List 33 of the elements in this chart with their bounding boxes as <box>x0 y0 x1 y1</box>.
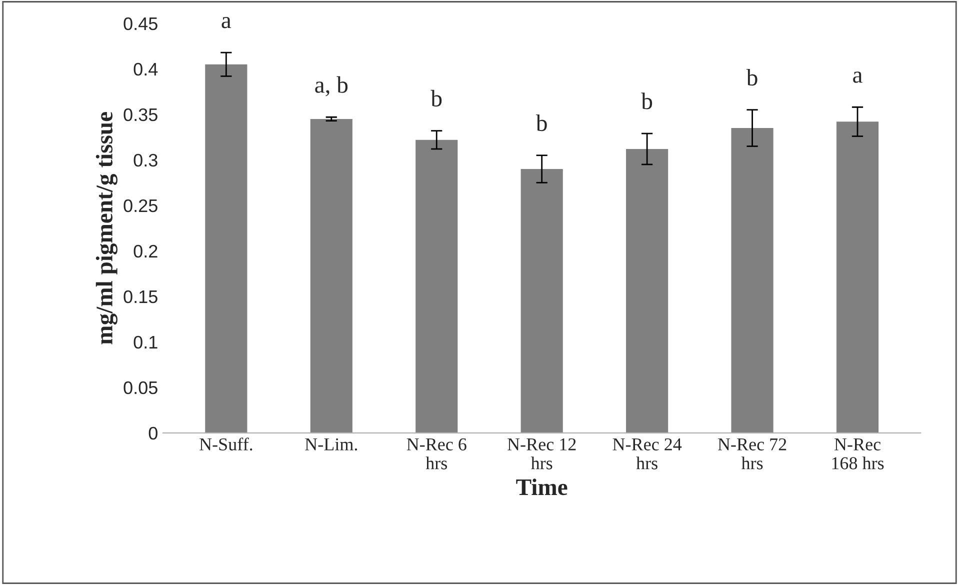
x-tick-label: N-Rec 12 hrs <box>508 438 576 470</box>
bar <box>416 140 458 433</box>
y-tick-label: 0.45 <box>124 17 158 30</box>
x-tick-label: N-Rec 6 hrs <box>406 438 466 470</box>
x-tick-label: N-Suff. <box>200 438 252 451</box>
bar <box>520 169 563 433</box>
y-tick-label: 0.3 <box>134 154 158 167</box>
y-tick-label: 0.05 <box>124 381 158 394</box>
bar <box>205 64 248 433</box>
y-tick-label: 0.4 <box>134 62 158 76</box>
x-tick-label: N-Rec 24 hrs <box>612 438 682 470</box>
annotation: a <box>853 72 862 83</box>
y-tick-label: 0.1 <box>134 336 158 349</box>
annotation: a, b <box>315 76 348 96</box>
bar <box>836 122 879 433</box>
annotation: b <box>430 90 442 107</box>
x-tick-label: N-Rec 168 hrs <box>832 438 884 470</box>
y-tick-label: 0.35 <box>124 108 158 122</box>
y-tick-label: 0.25 <box>124 199 158 212</box>
annotation: a <box>222 16 232 28</box>
y-tick-label: 0 <box>148 426 158 440</box>
x-tick-label: N-Rec 72 hrs <box>718 438 786 470</box>
annotation: b <box>746 68 758 86</box>
y-tick-label: 0.15 <box>124 290 158 304</box>
y-axis-title: mg/ml pigment/g tissue <box>96 112 118 344</box>
x-tick-label: N-Lim. <box>305 438 358 451</box>
y-tick-label: 0.2 <box>134 244 158 258</box>
x-axis-title: Time <box>516 478 568 496</box>
annotation: b <box>536 114 547 132</box>
bar <box>626 148 668 433</box>
annotation: b <box>641 92 652 110</box>
bar <box>731 128 774 433</box>
bar <box>310 118 352 433</box>
